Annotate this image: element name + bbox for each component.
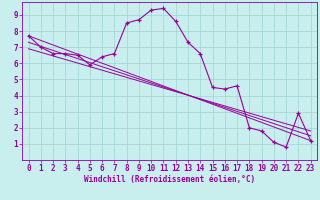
X-axis label: Windchill (Refroidissement éolien,°C): Windchill (Refroidissement éolien,°C) [84,175,255,184]
